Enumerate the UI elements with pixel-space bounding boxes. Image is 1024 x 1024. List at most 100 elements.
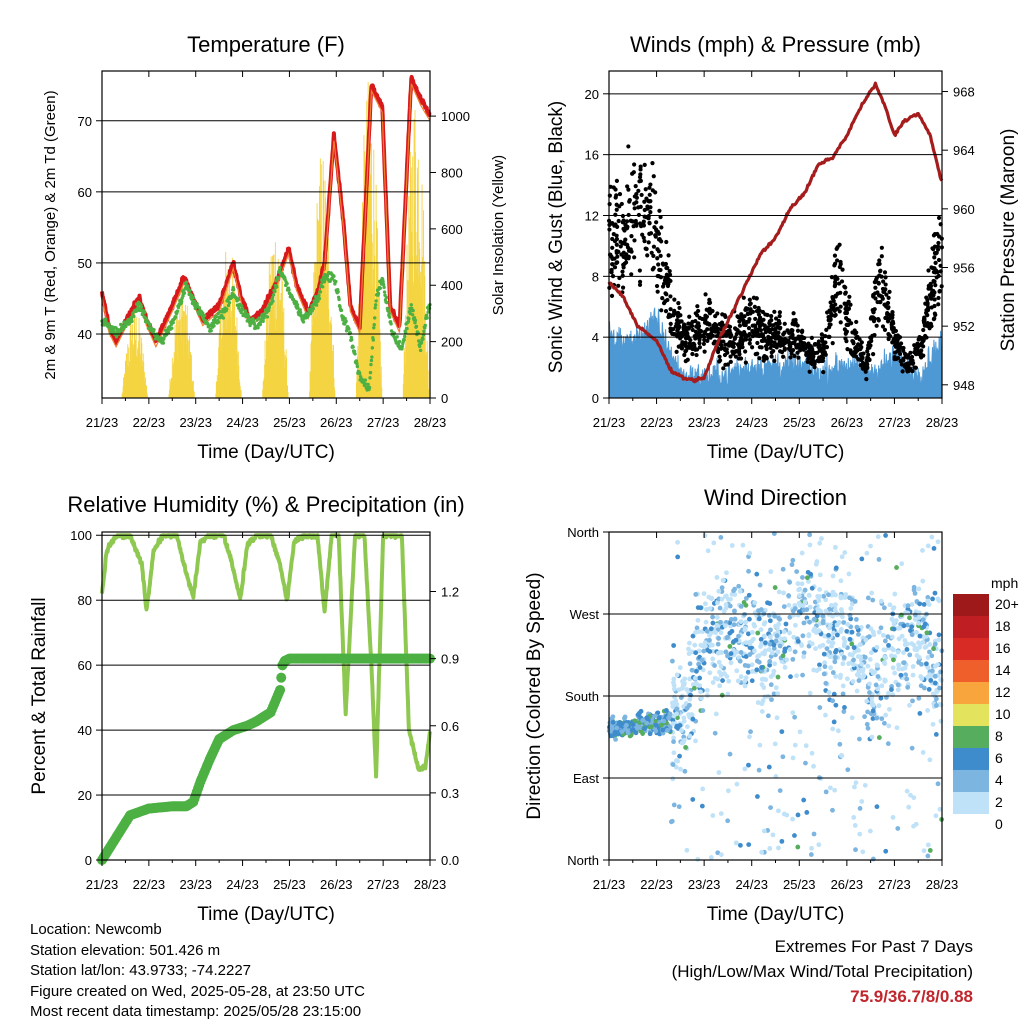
gust-point <box>663 309 669 314</box>
direction-point <box>880 632 886 638</box>
direction-point <box>911 823 916 829</box>
gust-point <box>861 351 866 356</box>
direction-point <box>725 653 730 659</box>
direction-point <box>708 855 714 860</box>
gust-point <box>674 321 679 326</box>
direction-point <box>859 661 864 667</box>
gust-point <box>773 329 778 334</box>
gust-point <box>936 257 942 263</box>
gust-point <box>705 338 710 343</box>
dewpoint-point <box>368 370 373 375</box>
y-tick-label: 70 <box>78 114 92 129</box>
gust-point <box>676 344 681 349</box>
dewpoint-point <box>124 324 128 329</box>
gust-point <box>932 255 937 260</box>
direction-point <box>849 629 855 635</box>
direction-point <box>718 852 724 858</box>
gust-point <box>633 218 638 224</box>
legend-label: 14 <box>995 662 1011 678</box>
direction-point <box>692 642 698 648</box>
direction-point <box>897 625 903 631</box>
x-tick-label: 23/23 <box>688 415 721 430</box>
direction-point <box>921 602 927 607</box>
gust-point <box>818 358 823 364</box>
direction-point <box>702 533 708 539</box>
direction-point <box>925 595 931 600</box>
direction-data <box>606 531 945 862</box>
y-axis-label: Percent & Total Rainfall <box>29 597 50 794</box>
gust-point <box>884 292 889 297</box>
gust-point <box>665 283 671 289</box>
direction-point <box>865 663 871 669</box>
gust-point <box>877 258 882 263</box>
direction-point <box>883 712 889 718</box>
direction-point <box>925 543 931 549</box>
gust-point <box>620 269 625 274</box>
direction-point <box>752 600 758 606</box>
y-tick-label: 12 <box>585 208 599 223</box>
direction-point <box>707 670 713 676</box>
dewpoint-point <box>353 352 357 356</box>
direction-point <box>755 700 761 705</box>
gust-point <box>730 343 735 349</box>
direction-point <box>686 646 691 652</box>
gust-point <box>613 195 618 200</box>
direction-point <box>775 691 781 696</box>
direction-point <box>867 681 872 687</box>
gust-point <box>617 204 622 209</box>
created-text: Figure created on Wed, 2025-05-28, at 23… <box>30 982 365 1000</box>
direction-point <box>757 582 763 588</box>
gust-point <box>625 242 630 247</box>
direction-point <box>823 608 829 614</box>
dewpoint-point <box>139 305 144 309</box>
legend-swatch <box>953 748 989 770</box>
gust-point <box>890 327 895 332</box>
gust-point <box>865 349 870 354</box>
x-tick-label: 22/23 <box>133 877 166 892</box>
direction-point <box>860 674 866 680</box>
gust-point <box>771 323 776 328</box>
direction-point <box>773 638 779 644</box>
x-tick-label: 23/23 <box>179 415 212 430</box>
y2-tick-label: 948 <box>953 378 975 393</box>
gust-point <box>755 320 761 326</box>
y-tick-label: 20 <box>78 788 92 803</box>
dewpoint-point <box>381 279 385 284</box>
dewpoint-point <box>311 306 316 311</box>
gust-point <box>789 328 794 333</box>
direction-point <box>857 805 863 811</box>
direction-point <box>817 608 822 613</box>
gust-point <box>642 199 647 204</box>
dewpoint-point <box>136 305 140 310</box>
direction-point <box>713 630 718 635</box>
gust-point <box>882 270 888 275</box>
direction-point <box>830 573 836 579</box>
x-axis-label: Time (Day/UTC) <box>707 904 845 925</box>
gust-point <box>663 261 668 267</box>
direction-point <box>690 633 696 639</box>
direction-point <box>927 649 932 655</box>
gust-point <box>613 212 618 217</box>
gust-point <box>621 226 626 231</box>
direction-point <box>852 784 857 790</box>
direction-point <box>916 659 921 665</box>
gust-point <box>864 377 869 382</box>
gust-point <box>817 347 822 352</box>
direction-point <box>715 641 721 647</box>
dewpoint-point <box>121 326 126 331</box>
gust-point <box>637 282 643 287</box>
gust-point <box>664 272 669 277</box>
gust-point <box>936 240 941 246</box>
gust-point <box>641 223 647 228</box>
direction-point <box>619 729 625 735</box>
direction-point <box>834 632 840 638</box>
x-tick-label: 21/23 <box>86 415 119 430</box>
gust-point <box>678 313 683 318</box>
direction-point <box>929 668 935 674</box>
gust-point <box>832 263 837 268</box>
direction-point <box>738 674 744 680</box>
direction-point <box>712 730 718 736</box>
direction-point <box>860 666 866 672</box>
direction-point <box>676 687 682 693</box>
dewpoint-point <box>374 299 378 303</box>
